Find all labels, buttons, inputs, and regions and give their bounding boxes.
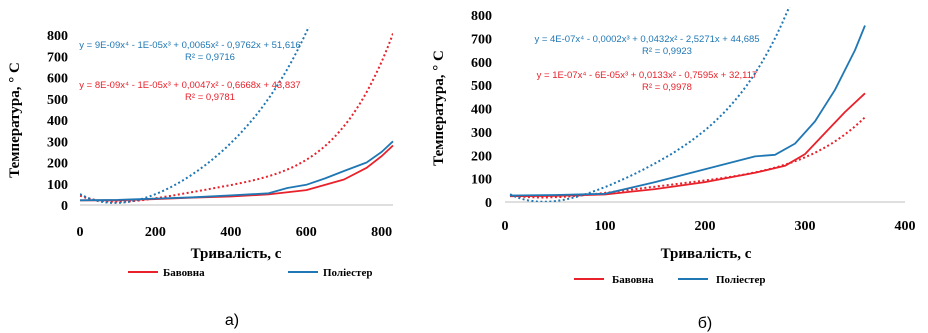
x-tick-label: 400 xyxy=(220,225,241,240)
y-tick-label: 500 xyxy=(47,93,68,108)
x-tick-label: 0 xyxy=(77,225,84,240)
x-axis-title: Тривалість, с xyxy=(661,246,752,262)
legend-label-polyester: Поліестер xyxy=(716,274,765,286)
y-tick-label: 600 xyxy=(47,72,68,87)
x-axis-title: Тривалість, с xyxy=(191,246,282,262)
y-axis-title: Температура, ° С xyxy=(7,62,23,178)
r-squared-cotton: R² = 0,9781 xyxy=(185,92,235,103)
trendline-polyester xyxy=(80,27,310,204)
series-line-cotton xyxy=(509,92,866,198)
chart-panel-2: 0 100 200 300 400 500 600 700 800 0 100 200 300 400 Те… xyxy=(431,7,916,332)
r-squared-cotton: R² = 0,9978 xyxy=(642,82,692,93)
x-tick-label: 800 xyxy=(371,225,392,240)
y-tick-label: 0 xyxy=(485,196,492,211)
y-tick-label: 0 xyxy=(61,199,68,214)
y-tick-label: 200 xyxy=(471,149,492,164)
chart-panel-1: 0 100 200 300 400 500 600 700 800 0 200 400 600 800 Те… xyxy=(7,27,394,329)
x-tick-label: 100 xyxy=(595,219,616,234)
x-tick-label: 600 xyxy=(296,225,317,240)
r-squared-polyester: R² = 0,9923 xyxy=(642,46,692,57)
trend-equation-cotton: y = 1E-07x⁴ - 6E-05x³ + 0,0133x² - 0,759… xyxy=(537,70,758,81)
y-tick-label: 400 xyxy=(471,103,492,118)
y-tick-label: 600 xyxy=(471,56,492,71)
y-tick-label: 800 xyxy=(47,29,68,44)
trendline-polyester xyxy=(509,7,791,202)
panel-label: а) xyxy=(225,312,239,329)
legend-label-polyester: Поліестер xyxy=(323,267,372,279)
y-tick-label: 200 xyxy=(47,157,68,172)
series-line-polyester xyxy=(79,140,394,202)
panel-label: б) xyxy=(698,315,713,332)
y-tick-label: 100 xyxy=(471,173,492,188)
x-tick-label: 200 xyxy=(695,219,716,234)
trend-equation-polyester: y = 4E-07x⁴ - 0,0002x³ + 0,0432x² - 2,52… xyxy=(534,34,759,45)
legend-label-cotton: Бавовна xyxy=(612,274,654,286)
x-tick-label: 300 xyxy=(795,219,816,234)
y-tick-label: 700 xyxy=(47,50,68,65)
series-line-cotton xyxy=(80,144,394,202)
y-tick-label: 300 xyxy=(471,126,492,141)
y-tick-label: 800 xyxy=(471,9,492,24)
x-tick-label: 0 xyxy=(502,219,509,234)
y-tick-label: 700 xyxy=(471,32,492,47)
x-tick-label: 400 xyxy=(895,219,916,234)
r-squared-polyester: R² = 0,9716 xyxy=(185,52,235,63)
x-tick-label: 200 xyxy=(145,225,166,240)
trendline-cotton xyxy=(80,33,393,203)
trend-equation-polyester: y = 9E-09x⁴ - 1E-05x³ + 0,0065x² - 0,976… xyxy=(79,40,300,51)
series-line-polyester xyxy=(509,25,866,197)
y-tick-label: 100 xyxy=(47,178,68,193)
y-axis-title: Температура, ° С xyxy=(431,50,447,166)
y-tick-label: 500 xyxy=(471,79,492,94)
y-tick-label: 400 xyxy=(47,114,68,129)
legend-label-cotton: Бавовна xyxy=(163,267,205,279)
y-tick-label: 300 xyxy=(47,135,68,150)
trend-equation-cotton: y = 8E-09x⁴ - 1E-05x³ + 0,0047x² - 0,666… xyxy=(79,80,300,91)
